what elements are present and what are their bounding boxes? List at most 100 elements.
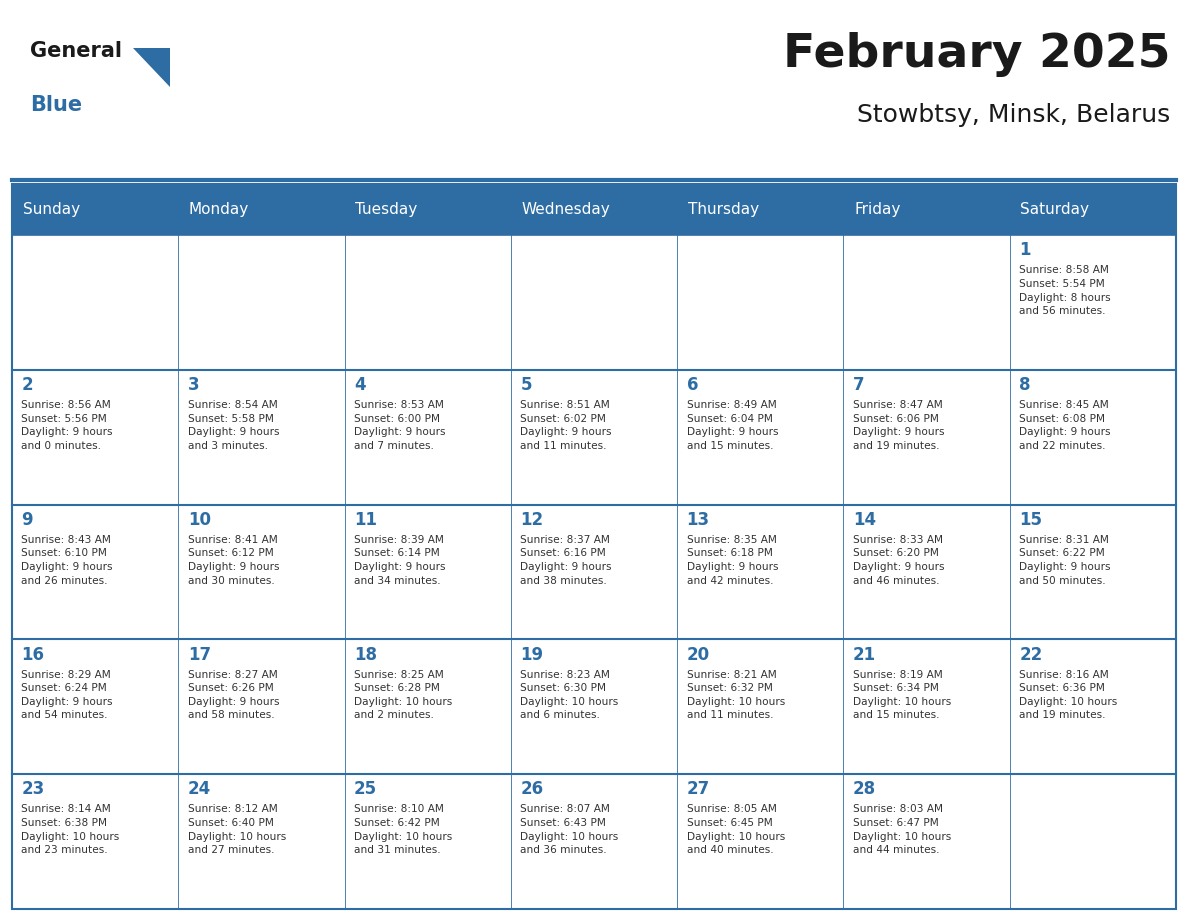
Text: Sunday: Sunday [23,202,80,217]
Text: Sunrise: 8:23 AM
Sunset: 6:30 PM
Daylight: 10 hours
and 6 minutes.: Sunrise: 8:23 AM Sunset: 6:30 PM Dayligh… [520,669,619,721]
Bar [12,184,1176,909]
Bar [511,639,677,774]
Text: Sunrise: 8:47 AM
Sunset: 6:06 PM
Daylight: 9 hours
and 19 minutes.: Sunrise: 8:47 AM Sunset: 6:06 PM Dayligh… [853,400,944,451]
Text: Sunrise: 8:39 AM
Sunset: 6:14 PM
Daylight: 9 hours
and 34 minutes.: Sunrise: 8:39 AM Sunset: 6:14 PM Dayligh… [354,535,446,586]
Text: Sunrise: 8:05 AM
Sunset: 6:45 PM
Daylight: 10 hours
and 40 minutes.: Sunrise: 8:05 AM Sunset: 6:45 PM Dayligh… [687,804,785,856]
Text: Sunrise: 8:03 AM
Sunset: 6:47 PM
Daylight: 10 hours
and 44 minutes.: Sunrise: 8:03 AM Sunset: 6:47 PM Dayligh… [853,804,952,856]
Text: Blue: Blue [30,95,82,115]
Bar [511,505,677,639]
Text: 20: 20 [687,645,709,664]
Bar [1010,235,1176,370]
Text: 6: 6 [687,376,699,394]
Bar [1010,370,1176,505]
Text: 3: 3 [188,376,200,394]
Text: Wednesday: Wednesday [522,202,611,217]
Text: Sunrise: 8:41 AM
Sunset: 6:12 PM
Daylight: 9 hours
and 30 minutes.: Sunrise: 8:41 AM Sunset: 6:12 PM Dayligh… [188,535,279,586]
Bar [511,370,677,505]
Text: 28: 28 [853,780,876,799]
Text: 14: 14 [853,511,876,529]
Bar [12,370,178,505]
Text: Sunrise: 8:33 AM
Sunset: 6:20 PM
Daylight: 9 hours
and 46 minutes.: Sunrise: 8:33 AM Sunset: 6:20 PM Dayligh… [853,535,944,586]
Bar [1010,639,1176,774]
Text: 13: 13 [687,511,709,529]
Bar [843,774,1010,909]
Text: Friday: Friday [854,202,901,217]
Text: Sunrise: 8:45 AM
Sunset: 6:08 PM
Daylight: 9 hours
and 22 minutes.: Sunrise: 8:45 AM Sunset: 6:08 PM Dayligh… [1019,400,1111,451]
Bar [843,505,1010,639]
Text: Sunrise: 8:51 AM
Sunset: 6:02 PM
Daylight: 9 hours
and 11 minutes.: Sunrise: 8:51 AM Sunset: 6:02 PM Dayligh… [520,400,612,451]
Text: Sunrise: 8:35 AM
Sunset: 6:18 PM
Daylight: 9 hours
and 42 minutes.: Sunrise: 8:35 AM Sunset: 6:18 PM Dayligh… [687,535,778,586]
Bar [12,505,178,639]
Bar [677,184,843,235]
Polygon shape [133,48,170,87]
Bar [345,370,511,505]
Text: Sunrise: 8:27 AM
Sunset: 6:26 PM
Daylight: 9 hours
and 58 minutes.: Sunrise: 8:27 AM Sunset: 6:26 PM Dayligh… [188,669,279,721]
Text: 10: 10 [188,511,210,529]
Text: Tuesday: Tuesday [355,202,417,217]
Bar [178,235,345,370]
Text: Sunrise: 8:29 AM
Sunset: 6:24 PM
Daylight: 9 hours
and 54 minutes.: Sunrise: 8:29 AM Sunset: 6:24 PM Dayligh… [21,669,113,721]
Bar [511,235,677,370]
Bar [345,505,511,639]
Bar [843,370,1010,505]
Text: 22: 22 [1019,645,1043,664]
Bar [12,639,178,774]
Text: 23: 23 [21,780,45,799]
Bar [677,235,843,370]
Bar [1010,184,1176,235]
Text: 19: 19 [520,645,543,664]
Bar [12,184,178,235]
Bar [511,774,677,909]
Bar [12,235,178,370]
Text: 2: 2 [21,376,33,394]
Bar [677,370,843,505]
Bar [677,639,843,774]
Text: 8: 8 [1019,376,1031,394]
Bar [345,235,511,370]
Text: Stowbtsy, Minsk, Belarus: Stowbtsy, Minsk, Belarus [857,103,1170,127]
Text: 18: 18 [354,645,377,664]
Text: 9: 9 [21,511,33,529]
Bar [1010,505,1176,639]
Text: 17: 17 [188,645,210,664]
Text: General: General [30,41,121,62]
Text: Sunrise: 8:19 AM
Sunset: 6:34 PM
Daylight: 10 hours
and 15 minutes.: Sunrise: 8:19 AM Sunset: 6:34 PM Dayligh… [853,669,952,721]
Bar [677,505,843,639]
Text: Sunrise: 8:16 AM
Sunset: 6:36 PM
Daylight: 10 hours
and 19 minutes.: Sunrise: 8:16 AM Sunset: 6:36 PM Dayligh… [1019,669,1118,721]
Text: 15: 15 [1019,511,1042,529]
Text: 7: 7 [853,376,865,394]
Text: 26: 26 [520,780,543,799]
Bar [178,639,345,774]
Text: Sunrise: 8:14 AM
Sunset: 6:38 PM
Daylight: 10 hours
and 23 minutes.: Sunrise: 8:14 AM Sunset: 6:38 PM Dayligh… [21,804,120,856]
Text: Saturday: Saturday [1020,202,1089,217]
Bar [12,774,178,909]
Text: Sunrise: 8:37 AM
Sunset: 6:16 PM
Daylight: 9 hours
and 38 minutes.: Sunrise: 8:37 AM Sunset: 6:16 PM Dayligh… [520,535,612,586]
Bar [843,235,1010,370]
Text: Sunrise: 8:12 AM
Sunset: 6:40 PM
Daylight: 10 hours
and 27 minutes.: Sunrise: 8:12 AM Sunset: 6:40 PM Dayligh… [188,804,286,856]
Text: Thursday: Thursday [688,202,759,217]
Text: Sunrise: 8:10 AM
Sunset: 6:42 PM
Daylight: 10 hours
and 31 minutes.: Sunrise: 8:10 AM Sunset: 6:42 PM Dayligh… [354,804,453,856]
Bar [345,639,511,774]
Text: Monday: Monday [189,202,249,217]
Text: 27: 27 [687,780,710,799]
Text: February 2025: February 2025 [783,32,1170,77]
Text: 12: 12 [520,511,543,529]
Text: Sunrise: 8:56 AM
Sunset: 5:56 PM
Daylight: 9 hours
and 0 minutes.: Sunrise: 8:56 AM Sunset: 5:56 PM Dayligh… [21,400,113,451]
Text: Sunrise: 8:07 AM
Sunset: 6:43 PM
Daylight: 10 hours
and 36 minutes.: Sunrise: 8:07 AM Sunset: 6:43 PM Dayligh… [520,804,619,856]
Bar [843,184,1010,235]
Bar [178,184,345,235]
Text: Sunrise: 8:25 AM
Sunset: 6:28 PM
Daylight: 10 hours
and 2 minutes.: Sunrise: 8:25 AM Sunset: 6:28 PM Dayligh… [354,669,453,721]
Text: Sunrise: 8:31 AM
Sunset: 6:22 PM
Daylight: 9 hours
and 50 minutes.: Sunrise: 8:31 AM Sunset: 6:22 PM Dayligh… [1019,535,1111,586]
Bar [345,184,511,235]
Bar [178,505,345,639]
Text: Sunrise: 8:43 AM
Sunset: 6:10 PM
Daylight: 9 hours
and 26 minutes.: Sunrise: 8:43 AM Sunset: 6:10 PM Dayligh… [21,535,113,586]
Text: 21: 21 [853,645,876,664]
Text: Sunrise: 8:58 AM
Sunset: 5:54 PM
Daylight: 8 hours
and 56 minutes.: Sunrise: 8:58 AM Sunset: 5:54 PM Dayligh… [1019,265,1111,316]
Bar [178,370,345,505]
Text: Sunrise: 8:53 AM
Sunset: 6:00 PM
Daylight: 9 hours
and 7 minutes.: Sunrise: 8:53 AM Sunset: 6:00 PM Dayligh… [354,400,446,451]
Text: 4: 4 [354,376,366,394]
Text: Sunrise: 8:54 AM
Sunset: 5:58 PM
Daylight: 9 hours
and 3 minutes.: Sunrise: 8:54 AM Sunset: 5:58 PM Dayligh… [188,400,279,451]
Text: 1: 1 [1019,241,1031,260]
Bar [511,184,677,235]
Text: 5: 5 [520,376,532,394]
